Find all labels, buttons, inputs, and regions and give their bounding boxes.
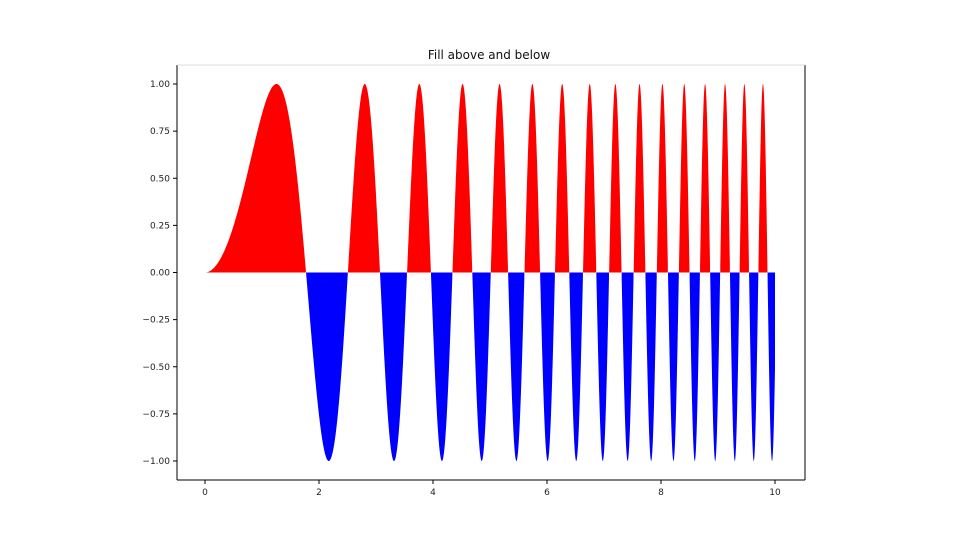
fill-above-lobe bbox=[678, 84, 690, 273]
fill-above-lobe bbox=[452, 84, 473, 273]
fill-above-lobe bbox=[490, 84, 508, 273]
fill-below-lobe bbox=[540, 272, 555, 461]
fill-below-lobe bbox=[645, 272, 657, 461]
fill-above-lobe bbox=[633, 84, 646, 273]
fill-below-lobe bbox=[710, 272, 721, 461]
fill-above-lobe bbox=[609, 84, 622, 273]
y-tick-label: 0.00 bbox=[150, 269, 170, 279]
fill-regions bbox=[205, 84, 775, 461]
fill-above-lobe bbox=[205, 84, 306, 273]
fill-below-lobe bbox=[379, 272, 407, 461]
fill-above-lobe bbox=[758, 84, 768, 273]
fill-below-lobe bbox=[729, 272, 740, 461]
x-tick-label: 2 bbox=[316, 488, 322, 498]
y-tick-label: 0.50 bbox=[150, 174, 170, 184]
fill-below-lobe bbox=[306, 272, 348, 461]
fill-below-lobe bbox=[569, 272, 583, 461]
chart-title: Fill above and below bbox=[428, 48, 551, 62]
fill-below-lobe bbox=[667, 272, 679, 461]
x-tick-label: 10 bbox=[769, 488, 781, 498]
fill-below-lobe bbox=[508, 272, 525, 461]
x-tick-label: 4 bbox=[430, 488, 436, 498]
x-tick-label: 8 bbox=[658, 488, 664, 498]
fill-above-lobe bbox=[407, 84, 431, 273]
fill-above-lobe bbox=[347, 84, 380, 273]
fill-above-lobe bbox=[739, 84, 749, 273]
fill-above-lobe bbox=[720, 84, 730, 273]
fill-below-lobe bbox=[621, 272, 634, 461]
y-tick-label: −0.75 bbox=[142, 410, 170, 420]
fill-below-lobe bbox=[431, 272, 453, 461]
x-axis-ticks: 0 2 4 6 8 10 bbox=[202, 480, 781, 498]
fill-below-lobe bbox=[767, 272, 775, 461]
fill-below-lobe bbox=[749, 272, 759, 461]
y-tick-label: 0.75 bbox=[150, 127, 170, 137]
fill-above-lobe bbox=[554, 84, 570, 273]
fill-above-lobe bbox=[524, 84, 541, 273]
y-tick-label: −0.50 bbox=[142, 363, 170, 373]
y-tick-label: −0.25 bbox=[142, 316, 170, 326]
fill-below-lobe bbox=[596, 272, 609, 461]
y-tick-label: −1.00 bbox=[142, 457, 170, 467]
x-tick-label: 6 bbox=[544, 488, 550, 498]
fill-below-lobe bbox=[689, 272, 700, 461]
y-axis-ticks: 1.00 0.75 0.50 0.25 0.00 −0.25 −0.50 −0.75 −1.00 bbox=[142, 80, 177, 467]
fill-above-lobe bbox=[583, 84, 597, 273]
fill-above-lobe bbox=[656, 84, 668, 273]
fill-below-lobe bbox=[472, 272, 491, 461]
x-tick-label: 0 bbox=[202, 488, 208, 498]
y-tick-label: 1.00 bbox=[150, 80, 170, 90]
y-tick-label: 0.25 bbox=[150, 221, 170, 231]
fill-above-lobe bbox=[700, 84, 711, 273]
